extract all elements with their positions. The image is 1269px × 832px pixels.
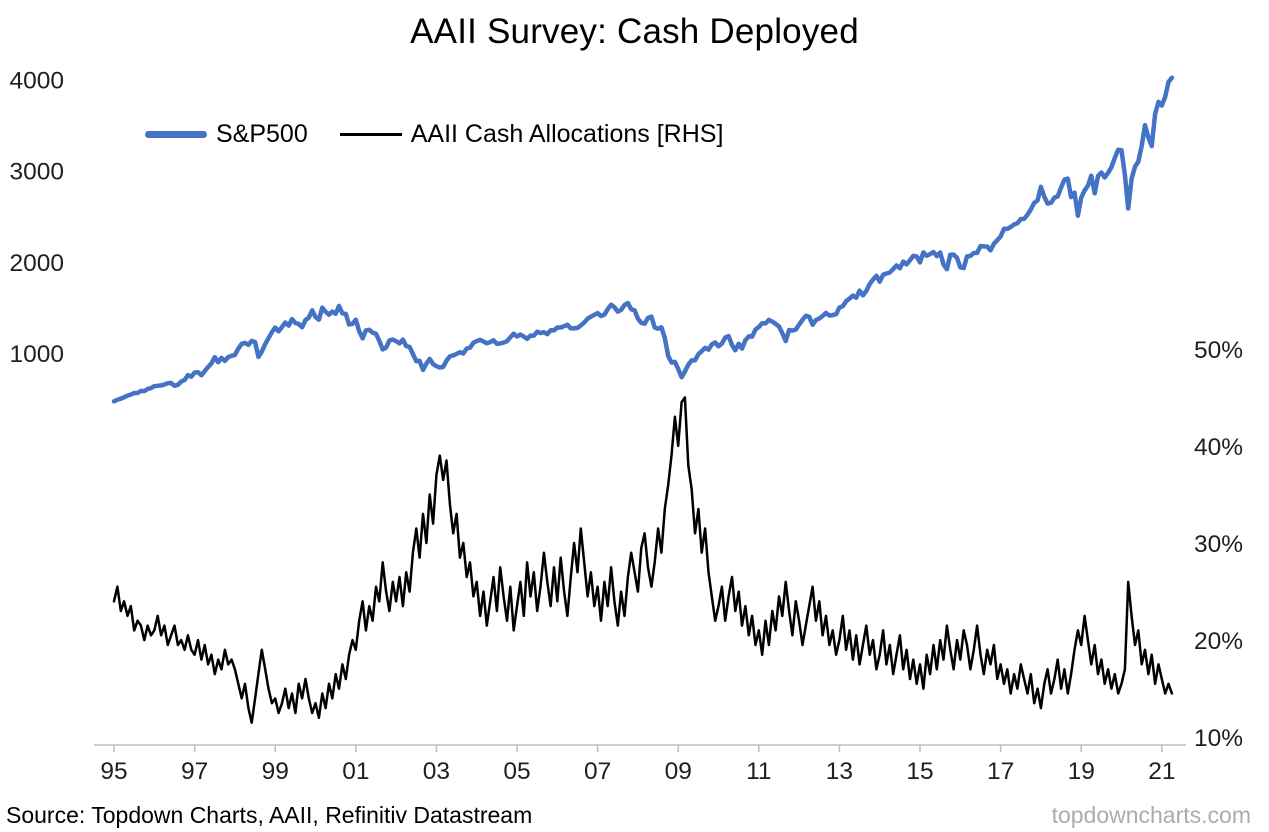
x-axis-tick-label: 97 bbox=[181, 758, 208, 785]
x-axis-tick-label: 07 bbox=[584, 758, 611, 785]
series-line-aaii-cash bbox=[112, 396, 1174, 724]
x-axis-tick-label: 11 bbox=[746, 758, 771, 785]
sp500-legend-label: S&P500 bbox=[216, 120, 308, 148]
sp500-legend-line bbox=[145, 131, 207, 138]
right-axis-tick-label: 50% bbox=[1194, 337, 1243, 364]
x-axis-tick-label: 09 bbox=[665, 758, 692, 785]
x-axis-tick-label: 13 bbox=[826, 758, 853, 785]
x-axis-tick-label: 17 bbox=[987, 758, 1014, 785]
x-axis-tick-label: 99 bbox=[262, 758, 289, 785]
legend: S&P500 AAII Cash Allocations [RHS] bbox=[145, 120, 723, 149]
x-axis-tick-label: 03 bbox=[423, 758, 450, 785]
x-axis-tick-label: 21 bbox=[1148, 758, 1175, 785]
watermark: topdowncharts.com bbox=[1051, 802, 1251, 828]
left-axis-tick-label: 1000 bbox=[9, 341, 64, 368]
right-axis-tick-label: 30% bbox=[1194, 531, 1243, 558]
x-axis-tick-label: 01 bbox=[342, 758, 369, 785]
x-axis-tick-label: 15 bbox=[906, 758, 933, 785]
right-axis-tick-label: 40% bbox=[1194, 434, 1243, 461]
left-axis-tick-label: 3000 bbox=[9, 159, 64, 186]
x-axis-tick-label: 05 bbox=[503, 758, 530, 785]
right-axis-tick-label: 10% bbox=[1194, 725, 1243, 752]
series-line-sp500 bbox=[111, 75, 1175, 404]
x-axis-tick-label: 19 bbox=[1068, 758, 1095, 785]
left-axis-tick-label: 2000 bbox=[9, 250, 64, 277]
chart-title: AAII Survey: Cash Deployed bbox=[410, 12, 859, 51]
cash-legend-line bbox=[339, 133, 402, 136]
x-axis-tick-label: 95 bbox=[100, 758, 127, 785]
source-note: Source: Topdown Charts, AAII, Refinitiv … bbox=[6, 802, 533, 828]
right-axis-tick-label: 20% bbox=[1194, 628, 1243, 655]
cash-legend-label: AAII Cash Allocations [RHS] bbox=[410, 120, 724, 148]
left-axis-tick-label: 4000 bbox=[9, 68, 64, 95]
